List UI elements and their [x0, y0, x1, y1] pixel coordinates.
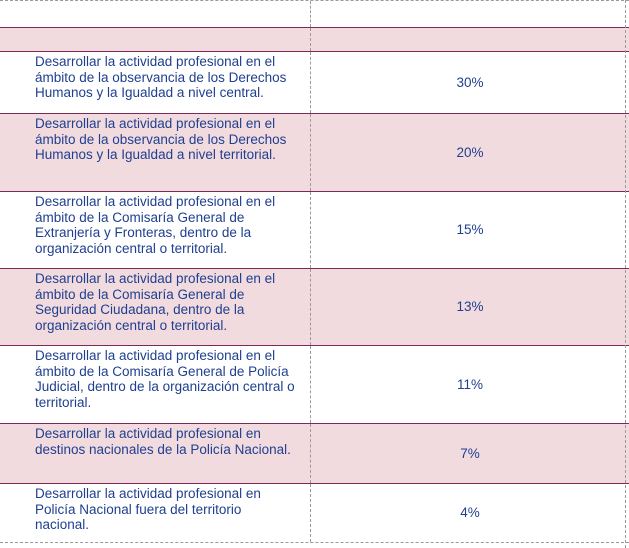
subheader-cell-description — [0, 28, 311, 51]
table-row: Desarrollar la actividad profesional en … — [0, 52, 629, 114]
row-percent: 4% — [460, 505, 480, 521]
subheader-cell-percent — [311, 28, 629, 51]
row-percent: 11% — [456, 376, 484, 392]
table-header-row — [0, 0, 629, 28]
row-percent: 13% — [456, 299, 484, 315]
row-description: Desarrollar la actividad profesional en … — [0, 192, 311, 268]
row-description: Desarrollar la actividad profesional en … — [0, 346, 311, 423]
table-row: Desarrollar la actividad profesional en … — [0, 484, 629, 543]
row-description: Desarrollar la actividad profesional en … — [0, 114, 311, 191]
table-row: Desarrollar la actividad profesional en … — [0, 346, 629, 424]
row-percent: 20% — [456, 144, 484, 160]
row-description: Desarrollar la actividad profesional en … — [0, 269, 311, 345]
table-row: Desarrollar la actividad profesional en … — [0, 424, 629, 484]
table-subheader-row — [0, 28, 629, 52]
table-row: Desarrollar la actividad profesional en … — [0, 192, 629, 269]
row-description: Desarrollar la actividad profesional en … — [0, 484, 311, 542]
table-right-border — [625, 0, 626, 548]
row-percent: 15% — [456, 222, 484, 238]
row-description: Desarrollar la actividad profesional en … — [0, 52, 311, 113]
table-row: Desarrollar la actividad profesional en … — [0, 269, 629, 346]
table-row: Desarrollar la actividad profesional en … — [0, 114, 629, 192]
row-percent: 7% — [460, 445, 480, 461]
header-cell-percent — [311, 1, 629, 27]
row-percent: 30% — [456, 74, 484, 90]
header-cell-description — [0, 1, 311, 27]
row-description: Desarrollar la actividad profesional en … — [0, 424, 311, 483]
